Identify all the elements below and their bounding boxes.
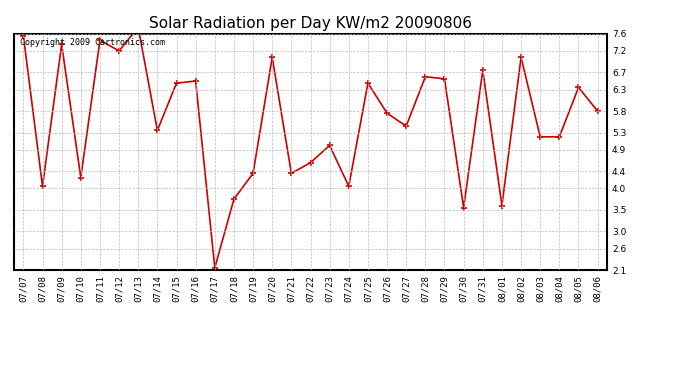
Title: Solar Radiation per Day KW/m2 20090806: Solar Radiation per Day KW/m2 20090806	[149, 16, 472, 31]
Text: Copyright 2009 Cartronics.com: Copyright 2009 Cartronics.com	[20, 39, 165, 48]
